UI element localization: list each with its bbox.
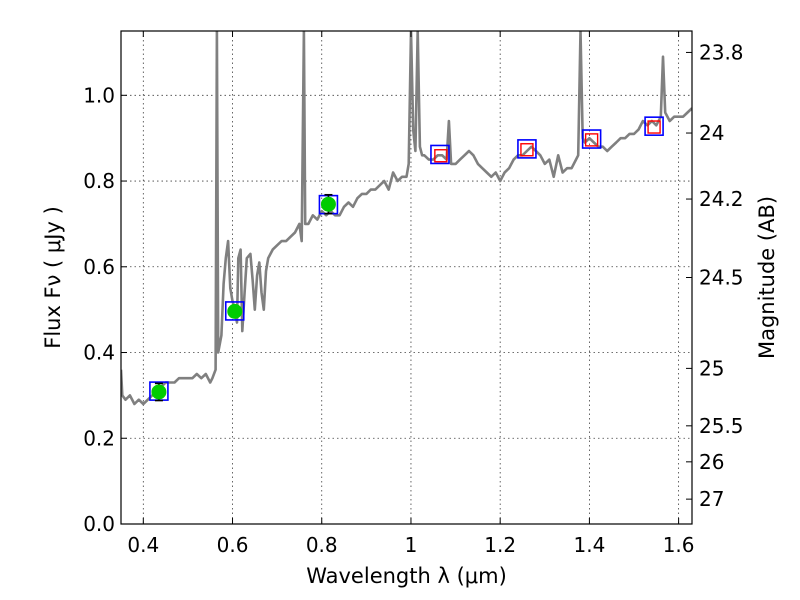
x-tick-label: 1.4 bbox=[573, 533, 605, 557]
y2-tick-label: 24.5 bbox=[699, 266, 744, 290]
axis-ticks: 0.4 0.6 0.8 1 1.2 1.4 1.6 0.0 0.2 0.4 0.6 0.8 1.0 23.… bbox=[83, 31, 744, 557]
y-tick-label: 0.8 bbox=[83, 169, 115, 193]
y2-tick-label: 26 bbox=[699, 450, 724, 474]
red-square-marker bbox=[434, 149, 448, 163]
grid-lines bbox=[121, 31, 692, 525]
y2-tick-label: 25.5 bbox=[699, 414, 744, 438]
red-square-marker bbox=[520, 143, 534, 157]
x-tick-label: 1.6 bbox=[663, 533, 695, 557]
blue-square-marker bbox=[430, 144, 450, 165]
y-axis-label: Flux Fν ( μJy ) bbox=[41, 206, 65, 349]
y-tick-label: 0.4 bbox=[83, 341, 115, 365]
y-tick-label: 1.0 bbox=[83, 83, 115, 107]
y-tick-label: 0.2 bbox=[83, 426, 115, 450]
y-tick-label: 0.6 bbox=[83, 255, 115, 279]
y2-tick-label: 24.2 bbox=[699, 187, 744, 211]
x-tick-label: 1 bbox=[405, 533, 418, 557]
y2-tick-label: 23.8 bbox=[699, 40, 744, 64]
blue-square-marker bbox=[224, 301, 245, 321]
y-tick-label: 0.0 bbox=[83, 512, 115, 536]
y2-tick-label: 24 bbox=[699, 121, 724, 145]
x-tick-label: 0.4 bbox=[127, 533, 159, 557]
x-axis-label: Wavelength λ (μm) bbox=[306, 564, 507, 588]
y2-tick-label: 27 bbox=[699, 487, 724, 511]
y2-axis-label: Magnitude (AB) bbox=[755, 196, 779, 359]
red-square-marker bbox=[584, 133, 599, 147]
blue-square-marker bbox=[581, 129, 602, 149]
plot-frame bbox=[120, 30, 693, 525]
blue-square-marker bbox=[517, 139, 537, 159]
red-square-marker bbox=[647, 120, 661, 134]
green-data-point bbox=[227, 303, 243, 319]
x-tick-label: 1.2 bbox=[484, 533, 516, 557]
x-tick-label: 0.8 bbox=[306, 533, 338, 557]
green-data-point bbox=[320, 196, 336, 212]
blue-square-marker bbox=[644, 116, 664, 136]
spectrum-line bbox=[121, 31, 692, 406]
green-data-point bbox=[151, 384, 167, 400]
spectrum-series bbox=[121, 31, 692, 406]
x-tick-label: 0.6 bbox=[217, 533, 249, 557]
photometry-markers bbox=[149, 116, 664, 402]
y2-tick-label: 25 bbox=[699, 356, 724, 380]
